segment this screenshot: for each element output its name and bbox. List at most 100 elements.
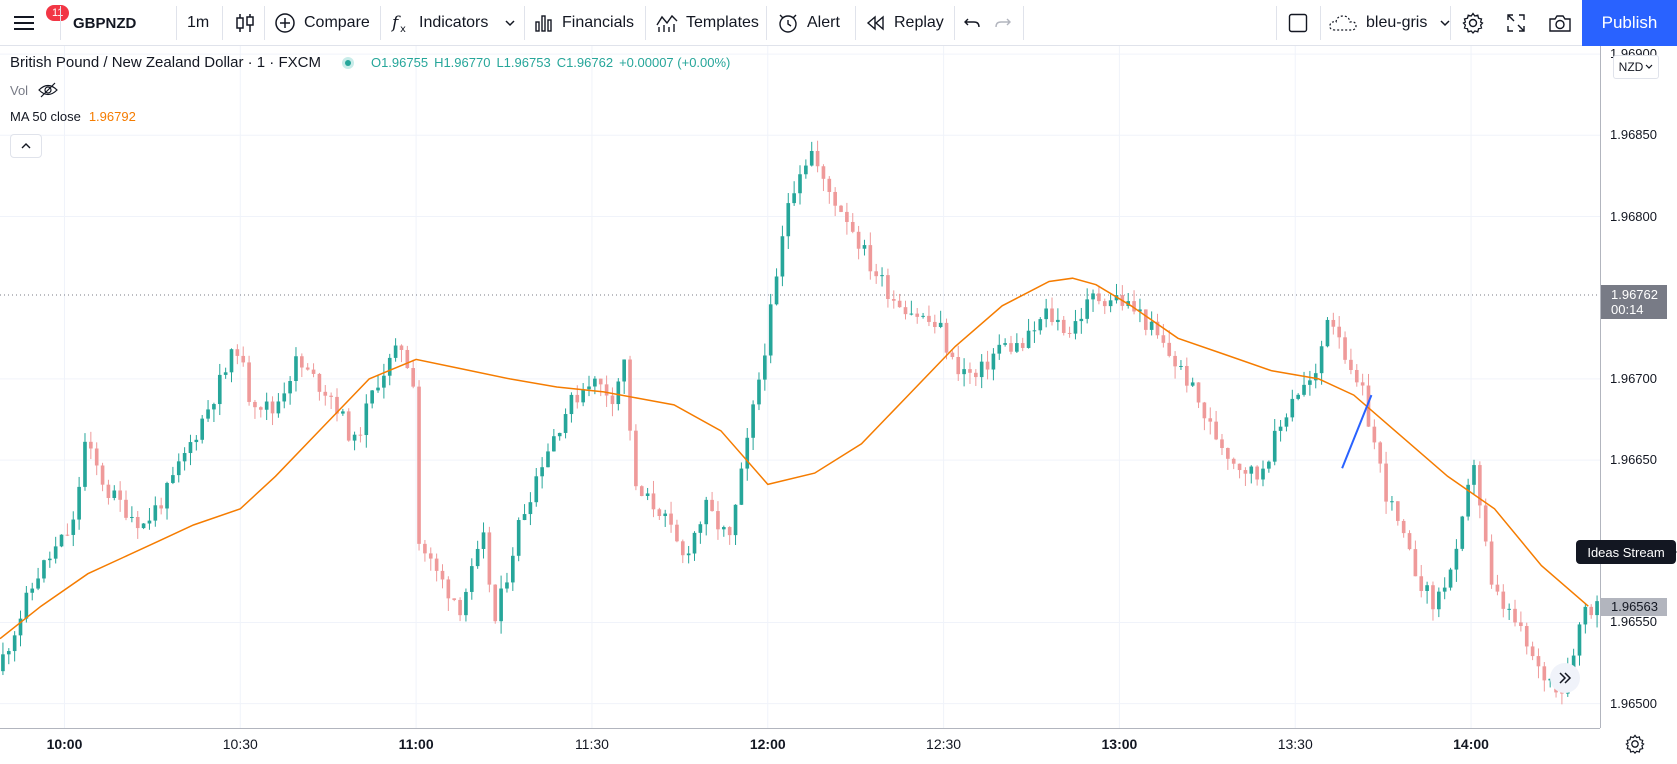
gear-icon bbox=[1462, 12, 1484, 34]
replay-button[interactable]: Replay bbox=[866, 0, 944, 46]
candle-down bbox=[452, 598, 456, 600]
candle-down bbox=[1226, 448, 1230, 459]
candle-up bbox=[980, 362, 984, 377]
axis-settings-button[interactable] bbox=[1625, 734, 1645, 759]
interval-button[interactable]: 1m bbox=[187, 0, 209, 46]
time-tick-label: 13:00 bbox=[1102, 736, 1138, 752]
candle-up bbox=[54, 546, 58, 558]
candle-up bbox=[218, 375, 222, 404]
select-layout-button[interactable] bbox=[1288, 0, 1308, 46]
scroll-to-realtime-button[interactable] bbox=[1550, 663, 1580, 693]
candle-down bbox=[1531, 646, 1535, 656]
candle-up bbox=[1038, 319, 1042, 330]
indicators-dropdown-button[interactable] bbox=[504, 0, 516, 46]
candle-up bbox=[1302, 385, 1306, 395]
toolbar-divider bbox=[766, 6, 767, 40]
vol-label: Vol bbox=[10, 83, 28, 98]
toolbar-divider bbox=[222, 6, 223, 40]
candle-up bbox=[1390, 501, 1394, 502]
publish-button[interactable]: Publish bbox=[1582, 0, 1677, 46]
legend-volume[interactable]: Vol bbox=[10, 82, 58, 98]
chevron-down-icon bbox=[1645, 63, 1653, 71]
candle-up bbox=[763, 355, 767, 379]
candle-down bbox=[1355, 370, 1359, 382]
square-icon bbox=[1288, 13, 1308, 33]
candle-up bbox=[189, 442, 193, 453]
high-value: H1.96770 bbox=[434, 55, 490, 70]
candle-up bbox=[1326, 320, 1330, 346]
toolbar-divider bbox=[645, 6, 646, 40]
candle-down bbox=[1543, 666, 1547, 680]
candle-down bbox=[1050, 309, 1054, 323]
candle-up bbox=[230, 349, 234, 372]
candle-up bbox=[699, 524, 703, 533]
candle-down bbox=[675, 525, 679, 542]
candle-up bbox=[529, 502, 533, 514]
candle-down bbox=[710, 500, 714, 511]
undo-button[interactable] bbox=[963, 0, 981, 46]
currency-selector[interactable]: NZD bbox=[1613, 55, 1659, 79]
candle-down bbox=[1349, 360, 1353, 370]
candle-up bbox=[1584, 607, 1588, 625]
candle-up bbox=[1080, 319, 1084, 321]
candle-down bbox=[1589, 607, 1593, 615]
settings-button[interactable] bbox=[1462, 0, 1484, 46]
candle-up bbox=[36, 578, 40, 588]
candle-down bbox=[1396, 501, 1400, 521]
candle-down bbox=[1214, 422, 1218, 440]
candle-down bbox=[1378, 442, 1382, 463]
candle-down bbox=[652, 493, 656, 509]
legend-ma[interactable]: MA 50 close 1.96792 bbox=[10, 109, 136, 124]
candle-down bbox=[1484, 505, 1488, 541]
candle-down bbox=[417, 387, 421, 544]
candle-down bbox=[933, 322, 937, 327]
candle-down bbox=[827, 179, 831, 192]
camera-icon bbox=[1548, 13, 1572, 33]
collapse-legend-button[interactable] bbox=[10, 134, 42, 158]
candle-up bbox=[265, 402, 269, 410]
fullscreen-button[interactable] bbox=[1506, 0, 1526, 46]
alert-button[interactable]: Alert bbox=[777, 0, 840, 46]
candle-up bbox=[1191, 382, 1195, 385]
candle-up bbox=[60, 535, 64, 547]
candle-up bbox=[1443, 588, 1447, 592]
candle-up bbox=[77, 487, 81, 520]
chart-type-button[interactable] bbox=[234, 0, 256, 46]
trend-line-drawing[interactable] bbox=[1342, 395, 1371, 468]
candle-down bbox=[271, 402, 275, 414]
toolbar-divider bbox=[524, 6, 525, 40]
candle-down bbox=[136, 517, 140, 528]
candle-up bbox=[1027, 331, 1031, 348]
toolbar-divider bbox=[60, 6, 61, 40]
candle-up bbox=[593, 379, 597, 387]
chevron-up-icon bbox=[21, 142, 31, 150]
ideas-stream-button[interactable]: Ideas Stream bbox=[1576, 540, 1676, 564]
candle-up bbox=[130, 517, 134, 518]
candle-up bbox=[376, 388, 380, 391]
layout-name-button[interactable]: bleu-gris bbox=[1328, 0, 1451, 46]
candle-down bbox=[605, 384, 609, 395]
eye-hidden-icon[interactable] bbox=[38, 82, 58, 98]
candle-up bbox=[546, 451, 550, 467]
redo-button[interactable] bbox=[994, 0, 1012, 46]
candle-down bbox=[851, 222, 855, 232]
menu-button[interactable]: 11 bbox=[14, 0, 48, 46]
candle-up bbox=[757, 380, 761, 405]
screenshot-button[interactable] bbox=[1548, 0, 1572, 46]
candle-up bbox=[364, 403, 368, 435]
financials-button[interactable]: Financials bbox=[534, 0, 634, 46]
templates-button[interactable]: Templates bbox=[656, 0, 759, 46]
candle-down bbox=[1103, 301, 1107, 306]
candle-up bbox=[1003, 343, 1007, 345]
chevron-down-icon bbox=[504, 17, 516, 29]
candle-down bbox=[986, 362, 990, 370]
candle-up bbox=[781, 236, 785, 276]
chart-pane[interactable] bbox=[0, 46, 1600, 728]
candle-down bbox=[640, 486, 644, 496]
symbol-search-button[interactable]: GBPNZD bbox=[73, 0, 136, 46]
legend-main: British Pound / New Zealand Dollar · 1 ·… bbox=[10, 54, 736, 71]
candle-up bbox=[1273, 431, 1277, 462]
compare-button[interactable]: Compare bbox=[274, 0, 370, 46]
